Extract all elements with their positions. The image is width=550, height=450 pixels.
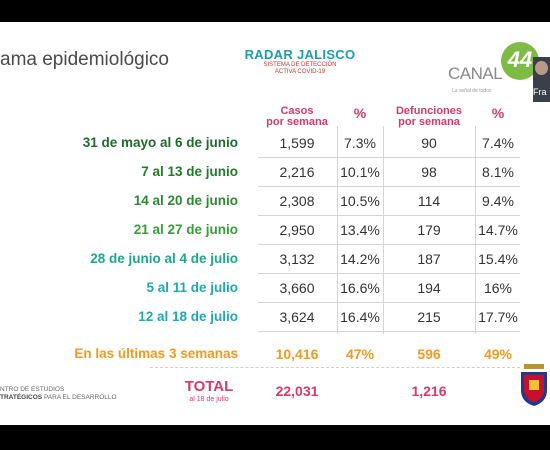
radar-line-2: ACTIVA COVID-19 (274, 69, 326, 75)
row-divider (258, 215, 520, 216)
cases-cell: 2,216 (279, 164, 315, 180)
canal-number: 44 (507, 47, 533, 72)
deaths-cell: 179 (417, 222, 441, 238)
row-divider (258, 302, 520, 303)
participant-name: Fra (533, 87, 547, 97)
total-cases: 22,031 (275, 383, 319, 399)
week-label: 14 al 20 de junio (133, 193, 238, 208)
cases-cell: 1,599 (279, 135, 315, 151)
canal-circle-icon (501, 42, 539, 80)
cases-header: Casos por semana (258, 106, 336, 128)
cases-header-line1: Casos (280, 105, 314, 117)
summary-label: En las últimas 3 semanas (74, 346, 238, 361)
deaths-pct-cell: 9.4% (482, 193, 514, 209)
deaths-cell: 215 (417, 309, 441, 325)
deaths-pct-header: % (491, 105, 505, 121)
deaths-header: Defunciones por semana (384, 106, 474, 128)
bottom-letterbox (0, 425, 550, 450)
summary-cases-pct: 47% (345, 346, 375, 362)
radar-title: RADAR JALISCO (244, 47, 356, 62)
cases-cell: 2,308 (279, 193, 315, 209)
deaths-header-line2: por semana (398, 116, 460, 128)
summary-cases: 10,416 (275, 346, 319, 362)
participant-video-tile[interactable]: Fra (533, 57, 550, 102)
radar-line-1: SISTEMA DE DETECCIÓN (263, 62, 337, 68)
centro-estudios-logo: NTRO DE ESTUDIOS TRATÉGICOS PARA EL DESA… (0, 386, 117, 402)
row-divider (258, 244, 520, 245)
week-label: 7 al 13 de junio (141, 164, 238, 179)
cases-pct-cell: 7.3% (344, 135, 376, 151)
cases-pct-cell: 14.2% (340, 251, 380, 267)
summary-deaths: 596 (417, 346, 441, 362)
footer-line-2: TRATÉGICOS PARA EL DESARROLLO (0, 394, 117, 402)
deaths-cell: 194 (417, 280, 441, 296)
row-divider (258, 331, 520, 332)
dotted-separator (150, 367, 520, 368)
column-divider (475, 126, 476, 334)
row-divider (258, 157, 520, 158)
cases-pct-cell: 10.5% (340, 193, 380, 209)
canal-44-logo: CANAL 44 La señal de todos (448, 40, 543, 96)
week-label: 12 al 18 de julio (138, 309, 238, 324)
canal-word: CANAL (448, 64, 503, 83)
total-date: al 18 de julio (189, 396, 229, 403)
deaths-pct-cell: 15.4% (478, 251, 518, 267)
cases-pct-cell: 10.1% (340, 164, 380, 180)
deaths-header-line1: Defunciones (395, 105, 462, 117)
column-divider (383, 126, 384, 334)
cases-cell: 3,132 (279, 251, 315, 267)
week-label: 21 al 27 de junio (133, 222, 238, 237)
footer-line-2-rest: PARA EL DESARROLLO (42, 394, 117, 401)
summary-deaths-pct: 49% (483, 346, 513, 362)
total-label: TOTAL (184, 378, 234, 395)
cases-pct-cell: 16.6% (340, 280, 380, 296)
cases-pct-header: % (353, 105, 367, 121)
deaths-cell: 114 (417, 193, 441, 209)
cases-cell: 3,624 (279, 309, 315, 325)
deaths-pct-cell: 8.1% (482, 164, 514, 180)
week-label: 31 de mayo al 6 de junio (82, 135, 238, 150)
radar-jalisco-logo: RADAR JALISCO SISTEMA DE DETECCIÓN ACTIV… (240, 47, 360, 76)
deaths-cell: 187 (417, 251, 441, 267)
participant-avatar-icon (535, 61, 548, 75)
slide-title: ama epidemiológico (0, 49, 169, 70)
deaths-pct-cell: 14.7% (478, 222, 518, 238)
udg-shield-icon (521, 364, 547, 406)
week-label: 28 de junio al 4 de julio (90, 251, 238, 266)
week-label: 5 al 11 de julio (146, 280, 238, 295)
row-divider (258, 186, 520, 187)
column-divider (337, 126, 338, 334)
row-divider (258, 273, 520, 274)
cases-pct-cell: 16.4% (340, 309, 380, 325)
canal-tagline: La señal de todos (452, 88, 492, 94)
cases-cell: 3,660 (279, 280, 315, 296)
deaths-cell: 98 (421, 164, 437, 180)
deaths-pct-cell: 7.4% (482, 135, 514, 151)
footer-line-1: NTRO DE ESTUDIOS (0, 386, 65, 393)
total-deaths: 1,216 (411, 383, 447, 399)
deaths-pct-cell: 16% (483, 280, 513, 296)
cases-pct-cell: 13.4% (340, 222, 380, 238)
top-letterbox (0, 0, 550, 22)
cases-cell: 2,950 (279, 222, 315, 238)
deaths-pct-cell: 17.7% (478, 309, 518, 325)
cases-header-line2: por semana (266, 116, 328, 128)
presentation-slide: ama epidemiológico RADAR JALISCO SISTEMA… (0, 22, 550, 425)
deaths-cell: 90 (421, 135, 437, 151)
footer-line-2-bold: TRATÉGICOS (0, 394, 43, 401)
